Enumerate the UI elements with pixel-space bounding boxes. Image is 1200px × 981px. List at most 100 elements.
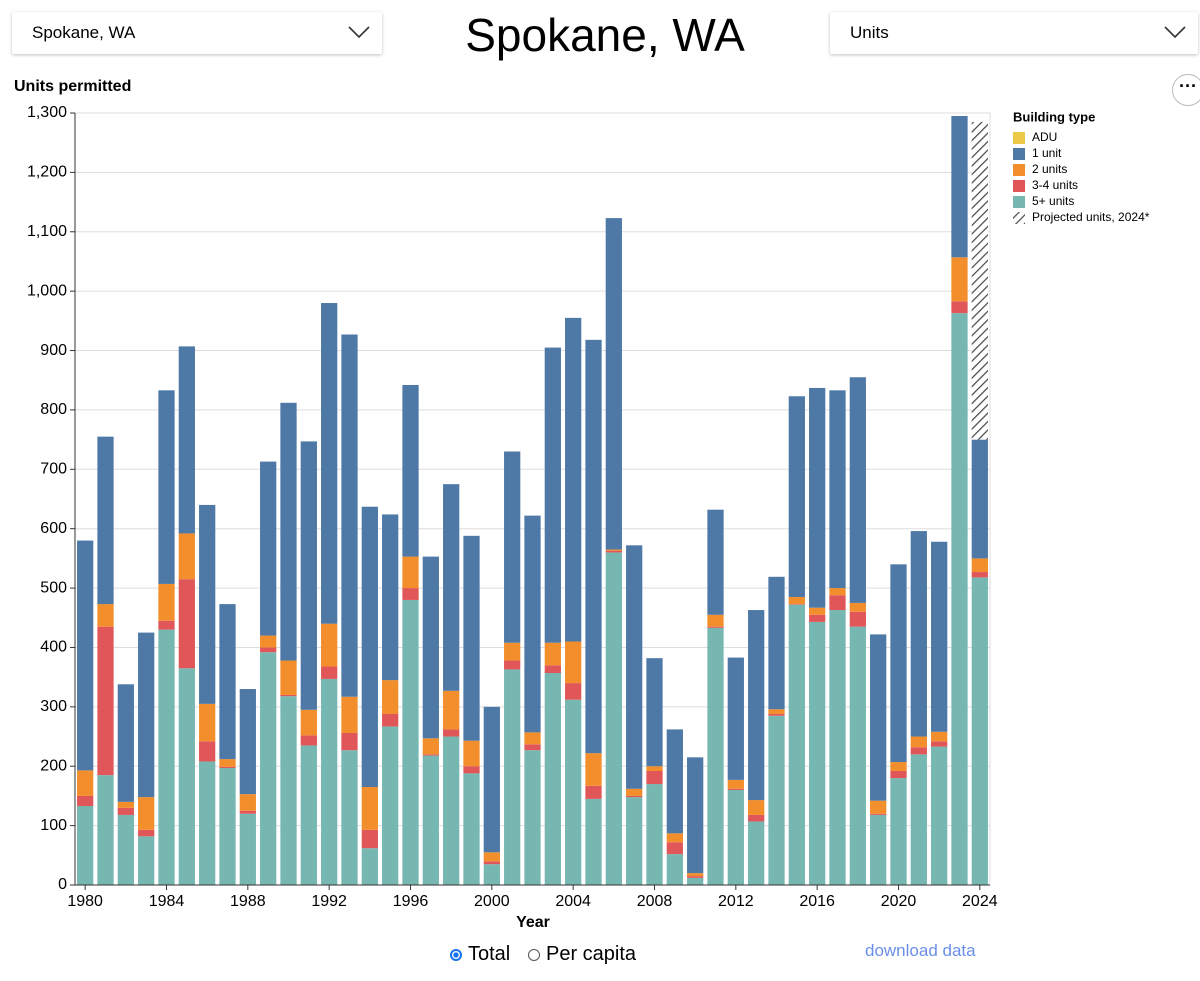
- measure-value: Units: [850, 23, 889, 42]
- bar-segment: [910, 736, 927, 748]
- bar-segment: [239, 794, 256, 811]
- bar-segment: [931, 741, 948, 747]
- bar-segment: [300, 735, 317, 746]
- bar-segment: [77, 540, 94, 771]
- y-tick-label: 1,100: [27, 223, 67, 240]
- bar-segment: [178, 533, 195, 580]
- bar-segment: [280, 660, 297, 695]
- bar-segment: [829, 390, 846, 589]
- bar-segment: [97, 604, 114, 627]
- download-link[interactable]: download data: [865, 941, 976, 960]
- y-tick-label: 300: [40, 698, 67, 715]
- bar-segment: [280, 694, 297, 697]
- bar-segment: [870, 800, 887, 814]
- bar-segment: [341, 750, 358, 885]
- bar-segment: [117, 684, 134, 802]
- bar-segment: [768, 715, 785, 885]
- bar-segment: [910, 747, 927, 755]
- mode-per-capita[interactable]: Per capita: [528, 943, 636, 966]
- bar-segment: [219, 759, 236, 767]
- bar-segment: [524, 515, 541, 733]
- y-tick-label: 1,300: [27, 104, 67, 121]
- bar-segment: [788, 604, 805, 885]
- bar-segment: [788, 396, 805, 597]
- bar-segment: [687, 877, 704, 885]
- bar-segment: [707, 509, 724, 615]
- bar-segment: [361, 829, 378, 849]
- bar-segment: [748, 800, 765, 815]
- bar-segment: [971, 572, 988, 578]
- location-select[interactable]: Spokane, WA: [12, 12, 382, 54]
- bar-segment: [727, 788, 744, 790]
- legend-swatch: [1013, 148, 1025, 160]
- measure-select[interactable]: Units: [830, 12, 1198, 54]
- bar-segment: [727, 779, 744, 789]
- bar-segment: [768, 709, 785, 714]
- bar-segment: [504, 660, 521, 670]
- location-value: Spokane, WA: [32, 23, 136, 42]
- bar-segment: [646, 658, 663, 767]
- bar-segment: [483, 864, 500, 885]
- bar-segment: [829, 595, 846, 611]
- legend-label: 3-4 units: [1032, 178, 1078, 192]
- bar-segment: [483, 706, 500, 853]
- bar-segment: [77, 806, 94, 885]
- bar-segment: [727, 789, 744, 885]
- bar-segment: [687, 757, 704, 874]
- bar-segment: [951, 257, 968, 302]
- bar-segment: [748, 814, 765, 822]
- chevron: [348, 26, 370, 39]
- radio-label: Per capita: [546, 943, 637, 965]
- bar-segment: [809, 607, 826, 615]
- y-tick-label: 200: [40, 757, 67, 774]
- bar-segment: [748, 610, 765, 801]
- bar-segment: [727, 657, 744, 780]
- more-button[interactable]: ···: [1172, 74, 1200, 106]
- bar-segment: [666, 833, 683, 843]
- bar-segment: [483, 861, 500, 865]
- bar-segment: [565, 317, 582, 642]
- bar-segment: [443, 690, 460, 730]
- x-tick-label: 2008: [637, 893, 673, 910]
- x-tick-label: 2004: [555, 893, 591, 910]
- bar-segment: [910, 531, 927, 737]
- bar-segment: [707, 614, 724, 627]
- legend-label: Projected units, 2024*: [1032, 210, 1150, 224]
- legend-swatch: [1013, 180, 1025, 192]
- x-tick-label: 2016: [799, 893, 835, 910]
- y-tick-label: 600: [40, 520, 67, 537]
- bar-segment: [585, 753, 602, 786]
- bar-segment: [341, 696, 358, 733]
- bar-segment: [158, 390, 175, 584]
- bar-segment: [605, 218, 622, 550]
- bar-segment: [483, 852, 500, 862]
- bar-segment: [402, 384, 419, 557]
- bar-segment: [646, 766, 663, 771]
- bar-segment: [138, 797, 155, 830]
- bar-segment: [97, 436, 114, 605]
- mode-total[interactable]: Total: [450, 943, 510, 966]
- bar-segment: [321, 303, 338, 624]
- bar-segment: [361, 787, 378, 830]
- bar-segment: [422, 754, 439, 756]
- bar-segment: [809, 621, 826, 885]
- bar-segment: [890, 778, 907, 885]
- bar-segment: [890, 770, 907, 779]
- bar-segment: [117, 814, 134, 885]
- bar-segment: [666, 729, 683, 834]
- x-tick-label: 2024: [962, 893, 998, 910]
- bar-segment: [361, 848, 378, 885]
- bar-segment: [646, 770, 663, 785]
- bar-segment: [646, 784, 663, 885]
- bar-segment: [321, 678, 338, 885]
- bar-segment: [463, 535, 480, 741]
- legend-swatch: [1013, 164, 1025, 176]
- bar-segment: [809, 387, 826, 608]
- bar-segment: [382, 514, 399, 681]
- bar-segment: [422, 755, 439, 885]
- bar-segment: [626, 797, 643, 885]
- bar-segment: [849, 602, 866, 612]
- x-tick-label: 2020: [881, 893, 917, 910]
- legend-label: 5+ units: [1032, 194, 1074, 208]
